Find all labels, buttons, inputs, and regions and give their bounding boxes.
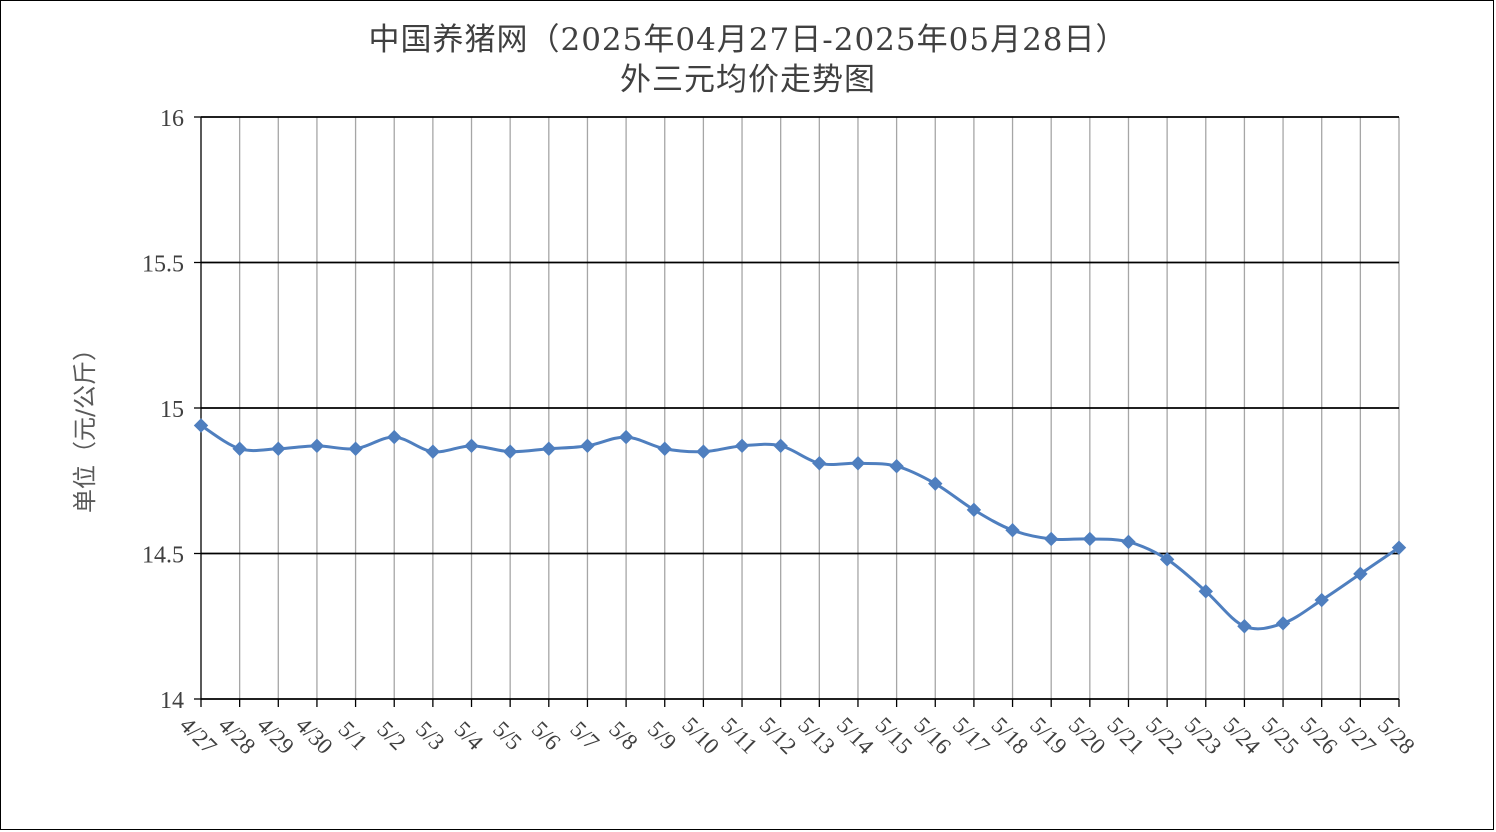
data-point: [1005, 523, 1020, 538]
x-tick-label: 5/22: [1141, 712, 1188, 759]
data-point: [1314, 592, 1329, 608]
data-point: [580, 438, 595, 454]
x-tick-label: 5/1: [334, 716, 372, 754]
x-tick-label: 5/28: [1373, 712, 1420, 759]
x-tick-label: 5/8: [604, 716, 642, 754]
x-tick-labels: 4/274/284/294/305/1 5/2 5/3 5/4 5/5 5/6 5/7 5/8…: [175, 712, 1420, 759]
data-point: [464, 438, 479, 454]
data-point: [193, 418, 209, 433]
data-point: [1198, 584, 1213, 599]
x-tick-label: 5/25: [1257, 712, 1304, 759]
data-point: [309, 438, 325, 454]
x-tick-label: 5/7: [566, 716, 604, 754]
data-point: [850, 456, 866, 471]
x-tick-label: 4/29: [252, 712, 299, 759]
data-point: [1121, 534, 1136, 550]
x-tick-label: 5/26: [1296, 712, 1343, 759]
data-point: [502, 444, 518, 459]
data-point: [696, 444, 711, 459]
x-tick-label: 5/2: [372, 716, 410, 754]
x-tick-label: 5/5: [488, 716, 526, 754]
x-tick-label: 4/27: [175, 712, 222, 759]
x-tick-label: 5/21: [1102, 712, 1149, 759]
data-point: [1237, 619, 1252, 634]
data-point: [387, 429, 402, 445]
x-tick-label: 5/20: [1064, 712, 1111, 759]
x-tick-label: 5/27: [1334, 712, 1381, 759]
y-tick-label: 14: [160, 688, 184, 714]
x-tick-label: 5/3: [411, 716, 449, 754]
data-point: [966, 502, 982, 518]
x-tick-label: 5/15: [871, 712, 918, 759]
x-tick-label: 5/6: [527, 716, 565, 754]
x-tick-label: 5/9: [643, 716, 681, 754]
x-tick-label: 5/16: [909, 712, 956, 759]
chart-subtitle: 外三元均价走势图: [620, 62, 876, 98]
data-point: [812, 456, 827, 471]
data-point: [1159, 552, 1175, 567]
data-point: [657, 441, 672, 456]
data-point: [618, 429, 634, 445]
horizontal-gridlines: [201, 116, 1399, 555]
data-point: [1353, 566, 1368, 582]
x-tick-label: 5/13: [793, 712, 840, 759]
x-tick-label: 5/11: [716, 713, 762, 759]
data-point: [1043, 531, 1059, 547]
x-tick-label: 5/4: [450, 716, 489, 755]
axes: [194, 116, 1400, 707]
data-point: [541, 441, 557, 456]
x-tick-label: 5/10: [677, 712, 724, 759]
y-tick-labels: 14 14.5 15 15.5 16: [142, 106, 184, 714]
x-tick-label: 5/23: [1180, 712, 1227, 759]
data-point: [1275, 616, 1291, 631]
y-tick-label: 15.5: [142, 252, 184, 278]
data-point: [425, 444, 441, 459]
series-group: [193, 418, 1407, 634]
data-point: [773, 438, 788, 454]
chart-title: 中国养猪网（2025年04月27日-2025年05月28日）: [368, 22, 1128, 58]
data-point: [1391, 540, 1407, 555]
y-tick-label: 14.5: [142, 543, 184, 569]
data-point: [232, 441, 247, 456]
x-tick-label: 5/18: [987, 712, 1034, 759]
y-tick-label: 15: [160, 397, 184, 423]
x-tick-label: 5/14: [832, 712, 879, 759]
y-axis-label: 单位（元/公斤）: [71, 337, 99, 513]
data-point: [889, 458, 904, 474]
x-tick-label: 5/19: [1025, 712, 1072, 759]
x-tick-label: 5/24: [1218, 712, 1265, 759]
data-point: [1082, 531, 1098, 547]
x-tick-label: 5/17: [948, 712, 995, 759]
x-tick-label: 5/12: [755, 712, 802, 759]
data-point: [734, 438, 750, 454]
data-point: [271, 441, 286, 456]
x-tick-label: 4/30: [291, 712, 338, 759]
x-tick-label: 4/28: [214, 712, 261, 759]
data-point: [928, 476, 943, 491]
data-point: [348, 441, 363, 456]
series-line: [200, 424, 1400, 631]
y-tick-label: 16: [160, 106, 184, 132]
